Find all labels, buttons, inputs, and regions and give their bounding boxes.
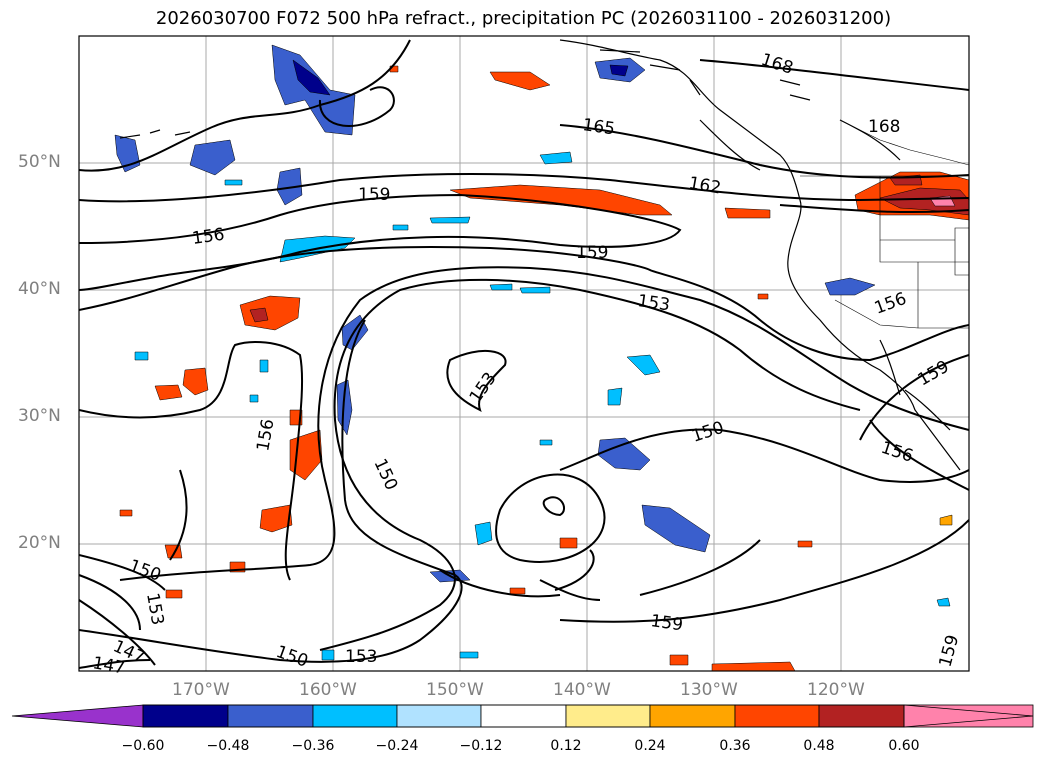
contour-label: 165	[581, 115, 616, 139]
colorbar-extend-min	[11, 704, 144, 728]
lon-label-120w: 120°W	[807, 680, 865, 700]
colorbar-tick: −0.60	[121, 738, 165, 754]
colorbar-tick: −0.12	[459, 738, 503, 754]
colorbar-segment	[312, 704, 398, 728]
contour-label: 156	[191, 225, 226, 249]
colorbar-tick: 0.36	[719, 738, 751, 754]
positive-anomaly-shading	[119, 65, 969, 671]
coastlines	[119, 39, 961, 471]
lat-label-20n: 20°N	[18, 533, 61, 553]
lon-label-160w: 160°W	[299, 680, 357, 700]
colorbar-segment	[227, 704, 314, 728]
plot-frame	[78, 35, 970, 672]
colorbar-tick: 0.12	[550, 738, 582, 754]
colorbar-segment	[818, 704, 905, 728]
contour-label: 159	[576, 243, 608, 263]
contour-label: 147	[91, 653, 126, 678]
lon-label-140w: 140°W	[553, 680, 611, 700]
lon-label-170w: 170°W	[172, 680, 230, 700]
colorbar-tick: 0.48	[803, 738, 835, 754]
political-boundaries	[800, 119, 969, 329]
contour-label: 153	[345, 647, 377, 667]
contour-label: 159	[649, 611, 684, 635]
lon-label-130w: 130°W	[680, 680, 738, 700]
contour-label: 153	[636, 291, 671, 315]
contour-label: 168	[868, 117, 900, 137]
contour-label: 159	[358, 185, 390, 205]
lat-label-50n: 50°N	[18, 152, 61, 172]
colorbar-segment	[142, 704, 229, 728]
colorbar-tick: −0.36	[291, 738, 335, 754]
colorbar-tick: −0.48	[206, 738, 250, 754]
colorbar-segment	[734, 704, 820, 728]
colorbar-segment	[649, 704, 736, 728]
plot-area	[79, 36, 969, 671]
colorbar	[11, 704, 1034, 728]
colorbar-segment	[565, 704, 651, 728]
colorbar-segment	[480, 704, 567, 728]
colorbar-segment	[396, 704, 482, 728]
colorbar-tick: 0.24	[634, 738, 666, 754]
refractivity-contours	[79, 39, 969, 669]
lon-label-150w: 150°W	[426, 680, 484, 700]
lat-label-40n: 40°N	[18, 279, 61, 299]
colorbar-tick: −0.24	[375, 738, 419, 754]
map-title: 2026030700 F072 500 hPa refract., precip…	[155, 8, 892, 29]
colorbar-tick: 0.60	[888, 738, 920, 754]
lat-label-30n: 30°N	[18, 406, 61, 426]
